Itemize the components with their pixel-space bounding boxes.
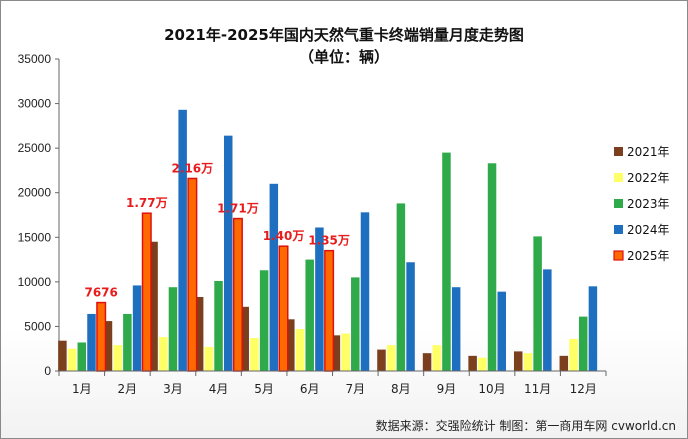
bar [487,163,497,371]
bar [386,345,396,371]
y-tick-label: 10000 [18,275,52,289]
bar [168,287,178,371]
y-tick-label: 30000 [18,97,52,111]
bar [96,301,107,372]
data-label: 1.77万 [126,196,168,210]
chart-title: 2021年-2025年国内天然气重卡终端销量月度走势图 [164,26,524,44]
data-labels: 7676 1.77万 2.16万 1.71万 1.40万 1.35万 [84,161,349,299]
bar [77,342,87,371]
x-tick-label: 12月 [570,382,597,396]
legend-swatch [614,199,623,208]
x-axis: 1月 2月 3月 4月 5月 6月 7月 8月 9月 10月 11月 12月 [58,370,607,396]
x-tick-label: 8月 [391,382,411,396]
bar [259,270,269,371]
bar [559,355,569,371]
x-tick-label: 9月 [437,382,457,396]
bar [360,212,370,371]
source-note: 数据来源：交强险统计 制图：第一商用车网 cvworld.cn [376,418,676,433]
bar [523,353,533,371]
bar [214,280,223,371]
bar [250,338,259,371]
bar [432,345,442,371]
bar [178,109,187,371]
y-tick-label: 20000 [18,186,52,200]
legend-swatch [614,225,623,234]
bar [113,345,122,371]
data-label: 2.16万 [172,161,214,175]
bar [315,227,324,371]
legend-label: 2025年 [627,249,670,263]
legend-swatch [613,250,624,261]
y-tick-label: 25000 [18,141,52,155]
data-label: 1.35万 [308,234,350,248]
legend-label: 2021年 [627,145,670,159]
x-tick-label: 6月 [300,382,320,396]
x-tick-label: 5月 [254,382,274,396]
bar [578,316,588,371]
y-tick-label: 35000 [18,52,52,66]
bars [58,109,598,372]
x-tick-label: 10月 [478,382,505,396]
bar [58,340,67,371]
bar [341,333,350,371]
bar [513,351,523,371]
data-label: 1.40万 [263,229,305,243]
legend-label: 2022年 [627,171,670,185]
bar [87,313,96,371]
bar [240,306,249,371]
y-tick-label: 0 [44,364,51,378]
bar [569,338,578,371]
bar [324,249,335,372]
bar [422,353,432,371]
x-tick-label: 1月 [72,382,92,396]
x-tick-label: 11月 [524,382,551,396]
bar [204,346,214,371]
y-tick-label: 5000 [24,319,51,333]
x-tick-label: 7月 [345,382,365,396]
data-label: 7676 [84,286,117,300]
bar [588,286,598,371]
bar [194,297,204,371]
bar [396,203,406,371]
bar [406,262,415,371]
bar [278,245,289,372]
data-label: 1.71万 [217,202,259,216]
bar [497,291,506,371]
legend-label: 2023年 [627,197,670,211]
bar [377,349,386,371]
bar [269,183,279,371]
bar [543,269,552,371]
bar [533,236,542,371]
legend-swatch [614,173,623,182]
bar [331,335,341,371]
bar [149,241,158,371]
bar [159,337,168,371]
legend-label: 2024年 [627,223,670,237]
bar [187,177,198,372]
bar [442,152,451,371]
bar [305,259,314,371]
x-tick-label: 4月 [209,382,229,396]
bar [67,348,77,371]
y-axis: 0 5000 10000 15000 20000 25000 30000 35000 [18,52,60,378]
bar [132,285,142,371]
bar [351,277,360,371]
bar [141,212,152,372]
chart-subtitle: （单位：辆） [299,48,389,66]
bar [295,329,305,371]
bar [103,321,113,371]
bar [478,357,487,371]
bar [232,217,243,372]
legend: 2021年 2022年 2023年 2024年 2025年 [613,145,670,263]
bar [123,313,132,371]
x-tick-label: 2月 [118,382,138,396]
bar [451,287,461,371]
bar [286,319,295,371]
bar [468,355,477,371]
x-tick-label: 3月 [163,382,183,396]
legend-swatch [614,147,623,156]
y-tick-label: 15000 [18,230,52,244]
bar [223,135,233,371]
